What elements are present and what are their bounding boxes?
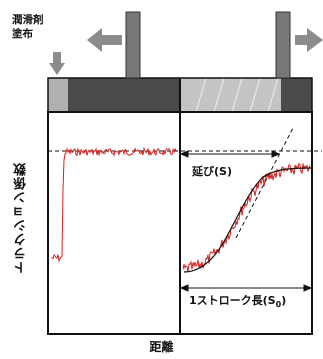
arrow-left-icon [87, 28, 122, 52]
right-pin [275, 11, 291, 79]
lubricant-applied-label: 潤滑剤 塗布 [12, 14, 44, 40]
left-pin [125, 11, 141, 79]
stroke-length-subscript: 0 [275, 300, 282, 310]
elongation-label: 延び(S) [191, 163, 233, 179]
roller-left-dark-segment [68, 78, 179, 112]
roller-bar [47, 77, 313, 113]
left-plot-frame [47, 111, 181, 335]
roller-right-highlight-segment [181, 78, 281, 112]
roller-left-light-segment [48, 78, 68, 112]
stroke-length-dimension [179, 284, 313, 292]
x-axis-label: 距離 [149, 340, 174, 354]
arrow-down-icon [49, 52, 65, 75]
stroke-length-close: ) [281, 294, 287, 307]
roller-stripes [195, 77, 279, 113]
elongation-dimension [179, 150, 281, 158]
fitted-curve [183, 167, 313, 273]
stroke-length-text: 1ストローク長(S [189, 294, 276, 307]
roller-right-dark-segment [281, 78, 312, 112]
arrow-right-icon [295, 28, 323, 52]
stroke-length-label: 1ストローク長(S0) [188, 292, 288, 310]
traction-trace-left [51, 146, 177, 263]
y-axis-label: トラクション係数 [14, 162, 29, 274]
